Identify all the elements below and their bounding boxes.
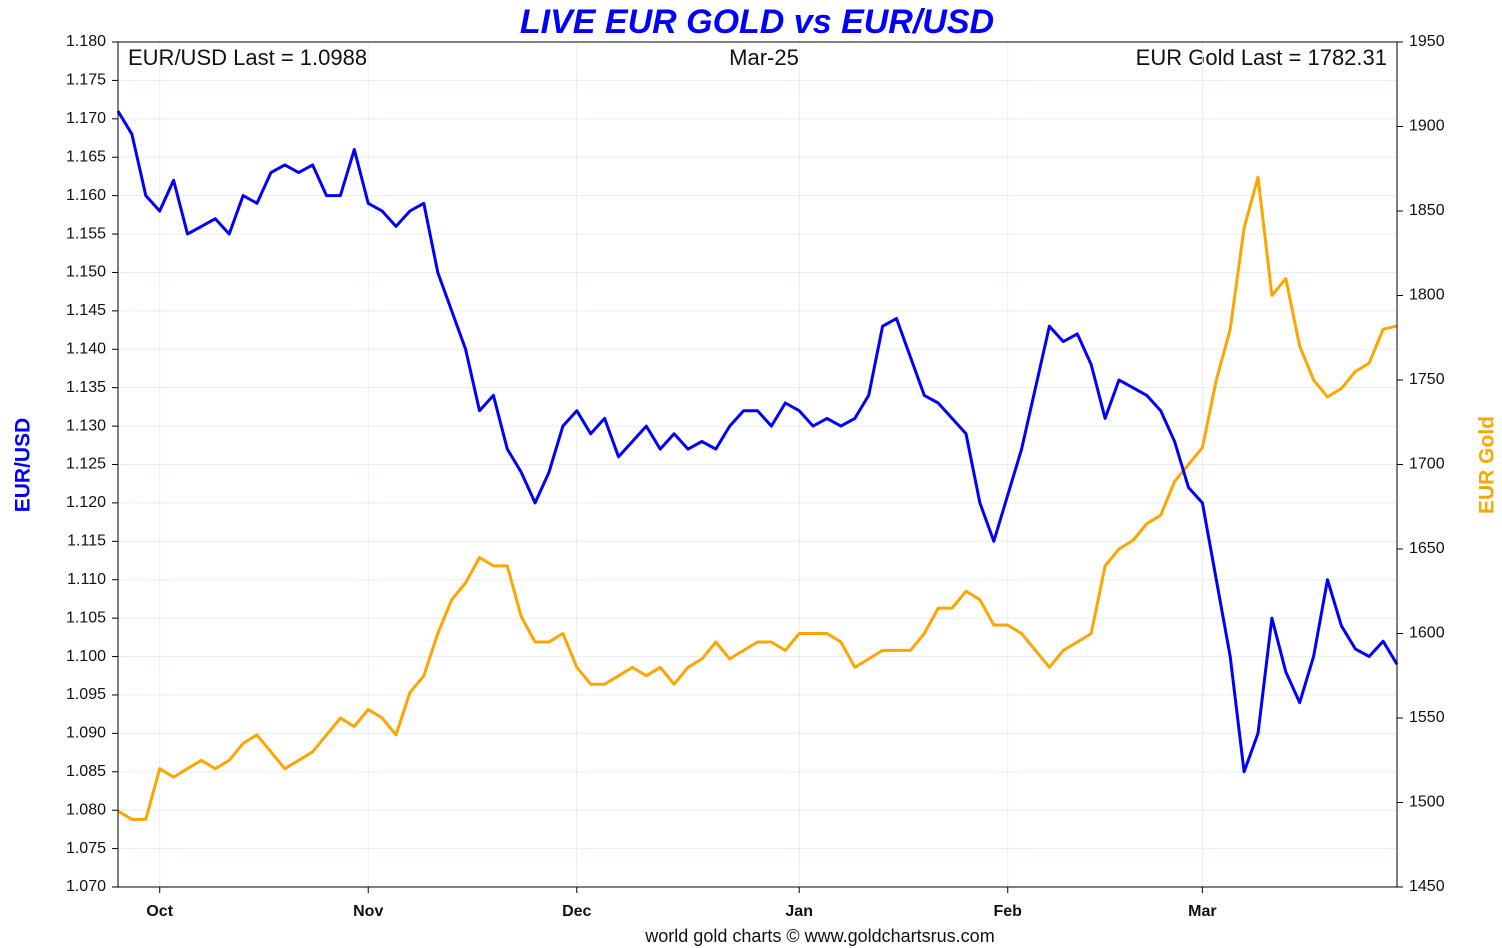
x-tick-label: Feb [994, 903, 1023, 920]
y2-tick-label: 1550 [1409, 709, 1445, 726]
x-tick-label: Mar [1188, 903, 1216, 920]
y2-tick-label: 1950 [1409, 33, 1445, 50]
y-tick-label: 1.150 [66, 264, 106, 281]
annotation: Mar-25 [729, 45, 799, 70]
y-tick-label: 1.090 [66, 725, 106, 742]
y2-tick-label: 1700 [1409, 456, 1445, 473]
y-tick-label: 1.160 [66, 187, 106, 204]
y-tick-label: 1.165 [66, 148, 106, 165]
y-tick-label: 1.110 [67, 571, 106, 588]
x-tick-label: Jan [785, 903, 813, 920]
y-tick-label: 1.145 [66, 302, 106, 319]
y-tick-label: 1.155 [66, 225, 106, 242]
y-tick-label: 1.085 [66, 763, 106, 780]
series-line [117, 175, 1398, 821]
series-line [116, 110, 1399, 774]
y-tick-label: 1.130 [66, 417, 106, 434]
y2-tick-label: 1650 [1409, 540, 1445, 557]
x-tick-label: Oct [146, 903, 173, 920]
y-tick-label: 1.115 [67, 533, 106, 550]
plot-frame [117, 41, 1398, 888]
chart-title: LIVE EUR GOLD vs EUR/USD [520, 3, 994, 41]
y2-tick-label: 1500 [1409, 794, 1445, 811]
y-tick-label: 1.175 [66, 72, 106, 89]
y-tick-label: 1.070 [66, 878, 106, 895]
y-tick-label: 1.180 [66, 33, 106, 50]
y2-axis-label: EUR Gold [1476, 416, 1499, 514]
y2-tick-label: 1750 [1409, 371, 1445, 388]
y2-tick-label: 1850 [1409, 202, 1445, 219]
y-tick-label: 1.095 [66, 686, 106, 703]
y-tick-label: 1.125 [66, 456, 106, 473]
y-tick-label: 1.135 [66, 379, 106, 396]
y-tick-label: 1.075 [66, 840, 106, 857]
y-tick-label: 1.140 [66, 340, 106, 357]
footer: world gold charts © www.goldchartsrus.co… [644, 926, 994, 946]
y2-tick-label: 1900 [1409, 118, 1445, 135]
y-tick-label: 1.100 [66, 648, 106, 665]
y-tick-label: 1.120 [66, 494, 106, 511]
y2-tick-label: 1600 [1409, 625, 1445, 642]
y-axis-label: EUR/USD [12, 418, 35, 513]
y-tick-label: 1.105 [66, 609, 106, 626]
y2-tick-label: 1800 [1409, 287, 1445, 304]
x-tick-label: Dec [562, 903, 591, 920]
y-tick-label: 1.170 [66, 110, 106, 127]
annotation: EUR/USD Last = 1.0988 [128, 45, 367, 70]
y2-tick-label: 1450 [1409, 878, 1445, 895]
x-tick-label: Nov [353, 903, 383, 920]
y-tick-label: 1.080 [66, 801, 106, 818]
annotation: EUR Gold Last = 1782.31 [1136, 45, 1387, 70]
